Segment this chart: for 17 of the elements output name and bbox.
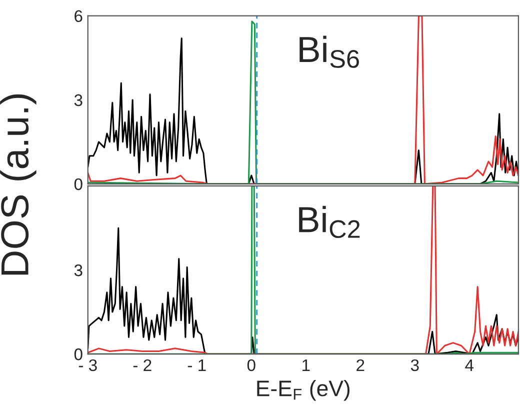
x-tick-label: 4 bbox=[465, 360, 474, 371]
x-tick-label: 0 bbox=[247, 359, 256, 372]
x-axis-title: E-E$_{F}$ (eV) bbox=[257, 380, 350, 401]
annotation: Bi$_{C2}$ bbox=[299, 206, 360, 238]
x-tick-label: 3 bbox=[410, 359, 419, 372]
x-tick-label: 2 bbox=[356, 359, 364, 371]
y-tick-label: 3 bbox=[74, 264, 82, 276]
x-tick-label: - 3 bbox=[78, 359, 97, 372]
x-tick-label: 1 bbox=[302, 360, 310, 371]
y-tick-label: 3 bbox=[74, 94, 82, 106]
x-tick-label: - 2 bbox=[133, 359, 152, 371]
y-tick-label: 0 bbox=[74, 348, 82, 360]
y-tick-label: 6 bbox=[74, 10, 82, 22]
y-axis-title: DOS (a.u.) bbox=[0, 94, 36, 275]
y-tick-label: 0 bbox=[74, 178, 82, 190]
annotation: Bi$_{S6}$ bbox=[300, 36, 359, 68]
x-tick-label: - 1 bbox=[188, 360, 206, 371]
